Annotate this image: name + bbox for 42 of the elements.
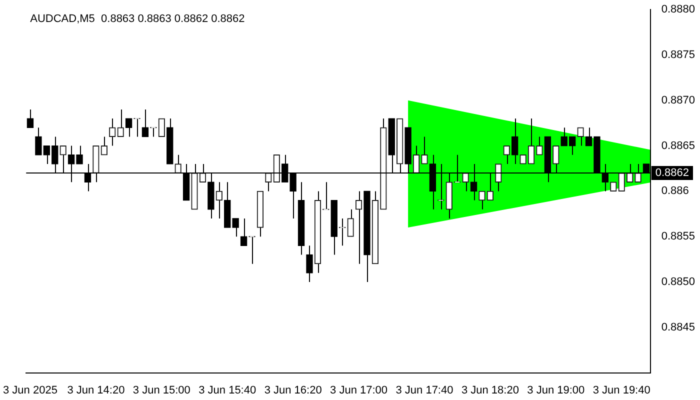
y-tick-label: 0.8855 (661, 230, 696, 243)
candlestick (512, 118, 518, 164)
x-tick-label: 3 Jun 16:20 (264, 384, 322, 396)
candlestick (100, 136, 108, 156)
y-tick-label: 0.8875 (661, 49, 696, 62)
candlestick (109, 118, 116, 146)
y-tick-label: 0.886 (661, 185, 689, 198)
candlestick (618, 172, 625, 192)
y-tick-label: 0.8865 (661, 140, 696, 152)
chart-title: AUDCAD,M5 0.8863 0.8863 0.8862 0.8862 (30, 13, 245, 26)
candlestick (520, 154, 526, 164)
x-tick-label: 3 Jun 17:00 (330, 384, 388, 396)
x-tick-label: 3 Jun 2025 (3, 384, 58, 396)
ref-line-label: 0.8862 (655, 167, 690, 180)
candlestick (536, 136, 543, 156)
x-tick-label: 3 Jun 19:40 (592, 384, 650, 396)
candlestick (26, 108, 34, 128)
candlestick (528, 118, 535, 164)
candlestick (134, 118, 140, 138)
candlestick (421, 136, 428, 164)
y-tick-label: 0.8880 (661, 4, 696, 16)
y-tick-label: 0.8845 (661, 321, 696, 334)
candlestick (142, 108, 149, 138)
x-tick-label: 3 Jun 14:20 (67, 384, 125, 396)
x-tick-label: 3 Jun 18:20 (461, 384, 519, 396)
x-tick-label: 3 Jun 15:40 (198, 384, 256, 396)
candlestick (577, 127, 584, 146)
candlestick (478, 190, 486, 210)
candlestick (610, 182, 617, 192)
x-tick-label: 3 Jun 15:00 (132, 384, 190, 396)
y-tick-label: 0.8870 (661, 94, 696, 106)
candlestick (347, 208, 354, 238)
candlestick (125, 118, 132, 138)
y-tick-label: 0.8850 (661, 276, 696, 288)
candlestick (158, 118, 165, 138)
candlestick (339, 218, 346, 246)
x-tick-label: 3 Jun 19:00 (527, 384, 585, 396)
candlestick (240, 218, 248, 246)
candlestick (306, 245, 313, 282)
candlestick (117, 108, 124, 138)
candlestick (503, 145, 510, 164)
x-tick-label: 3 Jun 17:40 (396, 384, 454, 396)
